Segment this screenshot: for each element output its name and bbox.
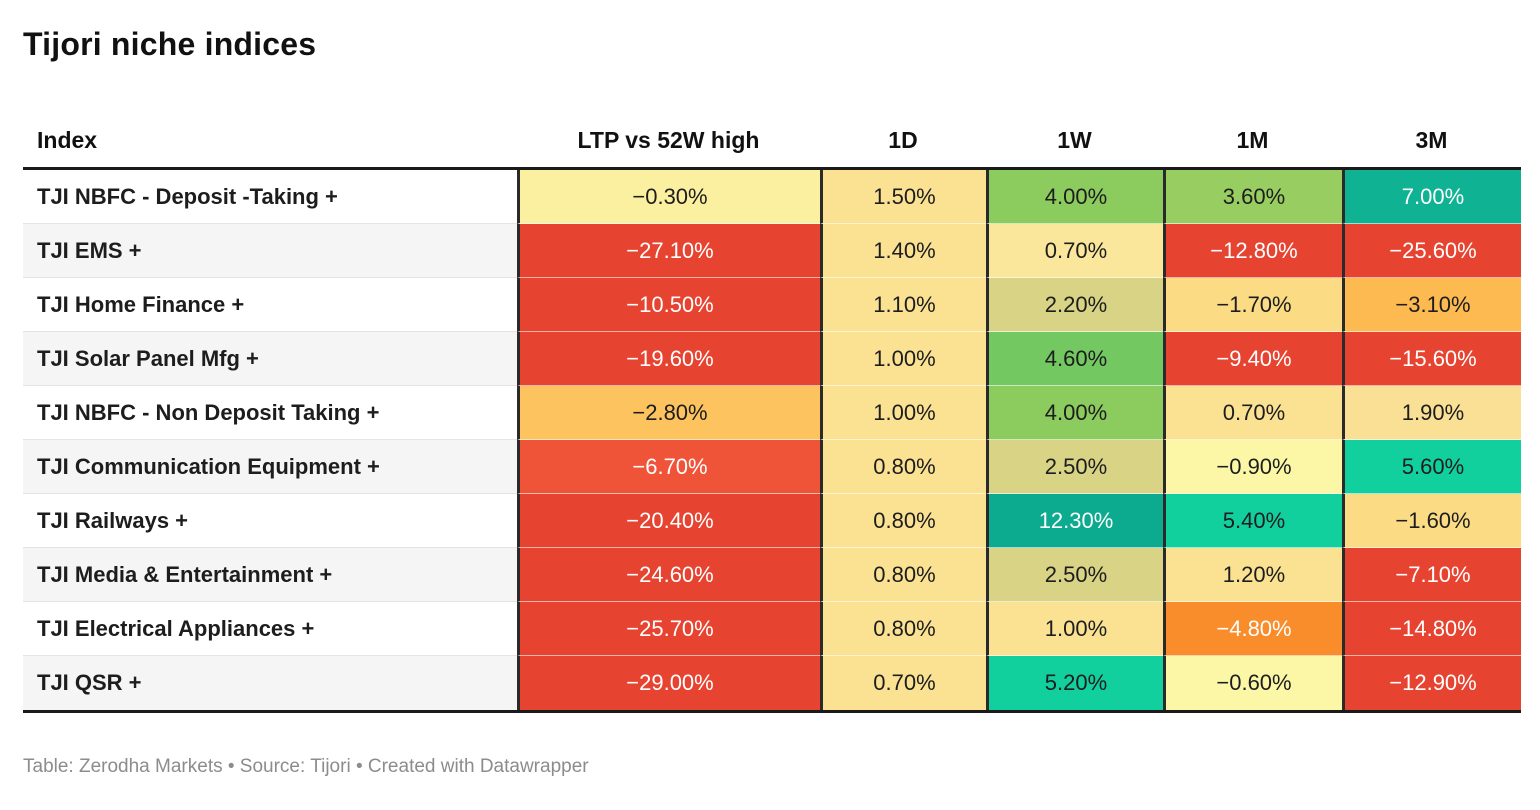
value-cell-3m: 1.90% [1342,386,1521,440]
table-row: TJI Electrical Appliances + −25.70% 0.80% 1… [23,602,1521,656]
index-name-cell: TJI Railways + [23,494,517,548]
column-header-ltp-52w: LTP vs 52W high [577,127,760,153]
index-name-cell: TJI NBFC - Deposit -Taking + [23,170,517,224]
value-cell-1w: 1.00% [986,602,1163,656]
value-cell-ltp-vs-52w-high: −6.70% [517,440,820,494]
table-header-row: Index LTP vs 52W high 1D 1W 1M 3M [23,127,1521,167]
value-cell-1d: 1.00% [820,332,986,386]
value-cell-ltp-vs-52w-high: −10.50% [517,278,820,332]
index-name-cell: TJI Home Finance + [23,278,517,332]
index-name-cell: TJI Media & Entertainment + [23,548,517,602]
column-header-1d: 1D [888,127,918,153]
table-row: TJI Railways + −20.40% 0.80% 12.30% 5.40% −1.… [23,494,1521,548]
index-name-cell: TJI EMS + [23,224,517,278]
value-cell-1m: −1.70% [1163,278,1342,332]
value-cell-3m: −12.90% [1342,656,1521,710]
table-row: TJI Solar Panel Mfg + −19.60% 1.00% 4.60% −9… [23,332,1521,386]
value-cell-ltp-vs-52w-high: −27.10% [517,224,820,278]
value-cell-ltp-vs-52w-high: −19.60% [517,332,820,386]
table-row: TJI NBFC - Deposit -Taking + −0.30% 1.50% 4… [23,170,1521,224]
value-cell-1w: 12.30% [986,494,1163,548]
value-cell-ltp-vs-52w-high: −20.40% [517,494,820,548]
table-row: TJI NBFC - Non Deposit Taking + −2.80% 1.0… [23,386,1521,440]
value-cell-3m: −1.60% [1342,494,1521,548]
column-header-1w: 1W [1057,127,1092,153]
value-cell-1m: −0.90% [1163,440,1342,494]
value-cell-1w: 4.00% [986,386,1163,440]
indices-table: Index LTP vs 52W high 1D 1W 1M 3M TJI NB… [23,127,1521,713]
value-cell-ltp-vs-52w-high: −2.80% [517,386,820,440]
column-header-3m: 3M [1415,127,1448,153]
value-cell-1m: −9.40% [1163,332,1342,386]
table-row: TJI EMS + −27.10% 1.40% 0.70% −12.80% −25.60% [23,224,1521,278]
column-header-index: Index [37,127,98,153]
value-cell-1d: 0.70% [820,656,986,710]
table-row: TJI Media & Entertainment + −24.60% 0.80% 2… [23,548,1521,602]
page-title: Tijori niche indices [23,26,317,62]
value-cell-1m: −4.80% [1163,602,1342,656]
value-cell-1w: 5.20% [986,656,1163,710]
index-name-cell: TJI QSR + [23,656,517,710]
value-cell-3m: 5.60% [1342,440,1521,494]
value-cell-1w: 2.20% [986,278,1163,332]
value-cell-1w: 4.00% [986,170,1163,224]
table-row: TJI Home Finance + −10.50% 1.10% 2.20% −1.70… [23,278,1521,332]
value-cell-1m: 0.70% [1163,386,1342,440]
index-name-cell: TJI Solar Panel Mfg + [23,332,517,386]
table-row: TJI Communication Equipment + −6.70% 0.80%… [23,440,1521,494]
value-cell-1w: 4.60% [986,332,1163,386]
value-cell-3m: −25.60% [1342,224,1521,278]
table-row: TJI QSR + −29.00% 0.70% 5.20% −0.60% −12.90% [23,656,1521,710]
value-cell-1d: 1.50% [820,170,986,224]
value-cell-1m: −0.60% [1163,656,1342,710]
value-cell-1w: 2.50% [986,548,1163,602]
value-cell-1d: 0.80% [820,602,986,656]
value-cell-1m: 1.20% [1163,548,1342,602]
value-cell-1w: 2.50% [986,440,1163,494]
value-cell-1w: 0.70% [986,224,1163,278]
value-cell-1d: 0.80% [820,548,986,602]
table-body: TJI NBFC - Deposit -Taking + −0.30% 1.50% 4… [23,167,1521,713]
value-cell-1m: −12.80% [1163,224,1342,278]
value-cell-1d: 1.10% [820,278,986,332]
index-name-cell: TJI Electrical Appliances + [23,602,517,656]
value-cell-ltp-vs-52w-high: −25.70% [517,602,820,656]
value-cell-ltp-vs-52w-high: −0.30% [517,170,820,224]
value-cell-1m: 5.40% [1163,494,1342,548]
value-cell-ltp-vs-52w-high: −24.60% [517,548,820,602]
index-name-cell: TJI NBFC - Non Deposit Taking + [23,386,517,440]
value-cell-3m: −15.60% [1342,332,1521,386]
value-cell-1d: 0.80% [820,440,986,494]
attribution-footer: Table: Zerodha Markets • Source: Tijori … [23,756,589,777]
index-name-cell: TJI Communication Equipment + [23,440,517,494]
value-cell-1d: 1.00% [820,386,986,440]
value-cell-3m: −14.80% [1342,602,1521,656]
datawrapper-table-view: Tijori niche indices Index LTP vs 52W hi… [23,26,1521,777]
value-cell-3m: −7.10% [1342,548,1521,602]
column-header-1m: 1M [1236,127,1269,153]
value-cell-3m: −3.10% [1342,278,1521,332]
value-cell-1d: 0.80% [820,494,986,548]
value-cell-1d: 1.40% [820,224,986,278]
value-cell-1m: 3.60% [1163,170,1342,224]
value-cell-3m: 7.00% [1342,170,1521,224]
value-cell-ltp-vs-52w-high: −29.00% [517,656,820,710]
